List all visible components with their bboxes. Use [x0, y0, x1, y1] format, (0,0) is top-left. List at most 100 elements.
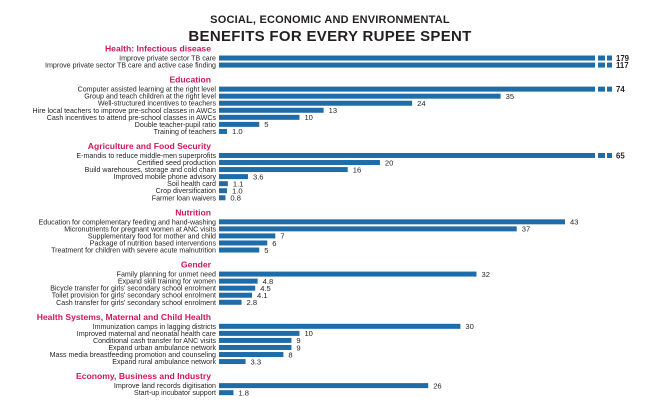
- bar: [219, 174, 248, 180]
- section-header: Gender: [181, 260, 212, 270]
- value-label: 20: [385, 158, 393, 167]
- bar-label: Package of nutrition based interventions: [90, 239, 217, 247]
- chart-title-line2: BENEFITS FOR EVERY RUPEE SPENT: [188, 28, 472, 45]
- bar-label: Expand rural ambulance network: [112, 358, 216, 366]
- value-label: 13: [329, 106, 337, 115]
- bar: [219, 93, 501, 99]
- bar: [219, 323, 461, 329]
- value-label: 3.6: [253, 172, 264, 181]
- bar: [219, 188, 228, 194]
- bar-label: Micronutrients for pregnant women at ANC…: [64, 225, 216, 233]
- section-header: Nutrition: [175, 207, 211, 217]
- bar: [219, 344, 292, 350]
- bar-segment: [598, 86, 605, 92]
- bar: [219, 226, 517, 232]
- value-label: 5: [264, 120, 268, 129]
- value-label: 1.0: [232, 127, 243, 136]
- bar: [219, 160, 380, 166]
- bar: [219, 152, 595, 158]
- bar: [219, 181, 228, 187]
- section-header: Economy, Business and Industry: [76, 371, 211, 381]
- bar: [219, 359, 246, 365]
- bar-label: Training of teachers: [154, 128, 217, 136]
- value-label: 179: [616, 54, 630, 63]
- value-label: 6: [272, 239, 276, 248]
- bar: [219, 352, 284, 358]
- section-header: Agriculture and Food Security: [88, 141, 211, 151]
- bar-label: Start-up incubator support: [134, 389, 216, 397]
- bar-label: Toilet provision for girls' secondary sc…: [52, 292, 216, 300]
- bar: [219, 247, 260, 253]
- bar-label: Expand skill training for women: [118, 278, 216, 286]
- bar-label: Soil health card: [167, 180, 216, 188]
- bar-segment: [598, 152, 605, 158]
- value-label: 30: [465, 322, 473, 331]
- bar-segment: [607, 55, 612, 61]
- bar-label: Farmer loan waivers: [152, 194, 217, 202]
- bar-label: Improve private sector TB care and activ…: [45, 62, 216, 70]
- bar-label: Mass media breastfeeding promotion and c…: [50, 351, 216, 359]
- bar-segment: [607, 152, 612, 158]
- bar-label: Bicycle transfer for girls' secondary sc…: [50, 285, 216, 293]
- value-label: 2.8: [247, 298, 258, 307]
- bar: [219, 330, 300, 336]
- chart-title-line1: SOCIAL, ECONOMIC AND ENVIRONMENTAL: [210, 14, 450, 26]
- bar-segment: [598, 62, 605, 68]
- value-label: 1.0: [232, 187, 243, 196]
- bar: [219, 121, 260, 127]
- bar: [219, 390, 234, 396]
- value-label: 1.1: [233, 179, 244, 188]
- bar: [219, 337, 292, 343]
- value-label: 1.8: [238, 388, 249, 397]
- bar-label: Expand urban ambulance network: [108, 344, 216, 352]
- value-label: 4.1: [257, 291, 268, 300]
- bar-label: Conditional cash transfer for ANC visits: [93, 337, 216, 345]
- bar-label: Immunization camps in lagging districts: [93, 323, 217, 331]
- bar-label: Education for complementary feeding and …: [39, 218, 217, 226]
- bar-label: Improve land records digitisation: [114, 382, 216, 390]
- bar: [219, 292, 252, 298]
- value-label: 4.8: [263, 277, 274, 286]
- value-label: 43: [570, 218, 578, 227]
- value-label: 10: [304, 329, 312, 338]
- bar: [219, 383, 429, 389]
- bar-label: Supplementary food for mother and child: [88, 232, 216, 240]
- bar-label: Cash transfer for girls' secondary schoo…: [56, 299, 216, 307]
- bar: [219, 299, 242, 305]
- value-label: 10: [304, 113, 312, 122]
- bar: [219, 100, 413, 106]
- bar: [219, 285, 256, 291]
- value-label: 3.3: [251, 357, 262, 366]
- bar: [219, 128, 228, 134]
- bar: [219, 240, 268, 246]
- bar: [219, 167, 348, 173]
- bar-segment: [607, 86, 612, 92]
- value-label: 65: [616, 151, 625, 160]
- bar-label: Family planning for unmet need: [117, 271, 216, 279]
- bar: [219, 114, 300, 120]
- bar-label: Build warehouses, storage and cold chain: [85, 166, 216, 174]
- bar: [219, 195, 226, 201]
- bar: [219, 55, 595, 61]
- value-label: 32: [481, 270, 489, 279]
- bar-label: Well-structured incentives to teachers: [98, 100, 217, 108]
- value-label: 0.8: [230, 194, 241, 203]
- bar-label: Improved mobile phone advisory: [113, 173, 216, 181]
- value-label: 5: [264, 246, 268, 255]
- value-label: 117: [616, 61, 629, 70]
- bar: [219, 107, 324, 113]
- bar-label: Improved maternal and neonatal health ca…: [77, 330, 216, 338]
- bar: [219, 219, 565, 225]
- bar: [219, 233, 276, 239]
- bar-label: Double teacher-pupil ratio: [135, 121, 216, 129]
- value-label: 74: [616, 85, 625, 94]
- value-label: 9: [296, 343, 300, 352]
- section-header: Education: [169, 75, 211, 85]
- value-label: 26: [433, 381, 441, 390]
- bar: [219, 86, 595, 92]
- section-header: Health Systems, Maternal and Child Healt…: [37, 312, 211, 322]
- value-label: 7: [280, 232, 284, 241]
- value-label: 35: [506, 92, 514, 101]
- bar-label: Improve private sector TB care: [119, 55, 216, 63]
